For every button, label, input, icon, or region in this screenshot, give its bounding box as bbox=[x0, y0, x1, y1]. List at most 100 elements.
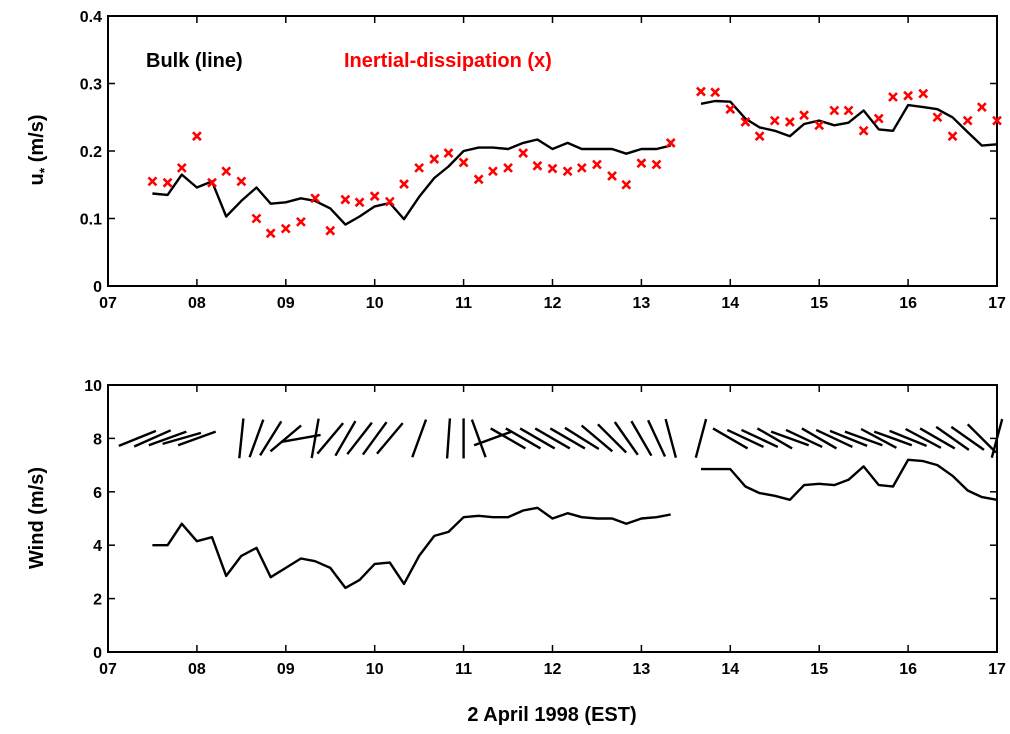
wind-direction-stick bbox=[148, 430, 187, 447]
wind-direction-stick bbox=[935, 425, 970, 451]
wind-direction-stick bbox=[162, 431, 202, 446]
x-marker bbox=[207, 177, 217, 188]
wind-direction-stick bbox=[411, 419, 428, 458]
x-marker bbox=[473, 174, 484, 185]
series-line-segment bbox=[701, 458, 998, 501]
wind-direction-stick bbox=[756, 427, 793, 450]
x-tick-label: 17 bbox=[988, 295, 1006, 312]
x-marker bbox=[976, 102, 987, 113]
x-tick-label: 14 bbox=[721, 295, 739, 312]
legend-bulk: Bulk (line) bbox=[146, 50, 243, 72]
x-tick-label: 07 bbox=[99, 661, 117, 678]
wind-direction-stick bbox=[346, 421, 373, 455]
wind-direction-stick bbox=[712, 427, 749, 450]
top-x-tick-labels: 07 08 09 10 11 12 13 14 15 16 17 bbox=[99, 295, 1006, 312]
x-marker bbox=[607, 171, 617, 181]
x-tick-label: 10 bbox=[366, 661, 384, 678]
x-marker bbox=[340, 194, 351, 205]
wind-direction-stick bbox=[269, 424, 302, 453]
x-marker bbox=[636, 158, 647, 169]
legend-inertial-dissipation: Inertial-dissipation (x) bbox=[344, 50, 552, 72]
x-tick-label: 09 bbox=[277, 661, 295, 678]
x-tick-label: 13 bbox=[633, 661, 651, 678]
wind-direction-stick bbox=[473, 430, 513, 447]
wind-direction-stick bbox=[310, 418, 320, 459]
wind-direction-stick bbox=[844, 430, 883, 447]
x-marker bbox=[621, 179, 632, 190]
wind-direction-stick bbox=[238, 418, 245, 459]
bottom-x-tick-labels: 07 08 09 10 11 12 13 14 15 16 17 bbox=[99, 661, 1006, 678]
x-marker bbox=[458, 157, 469, 168]
top-bulk-line bbox=[152, 99, 998, 226]
x-marker bbox=[518, 148, 529, 158]
wind-direction-stick bbox=[889, 429, 928, 448]
x-marker bbox=[488, 166, 498, 177]
x-tick-label: 08 bbox=[188, 295, 206, 312]
wind-direction-stick bbox=[519, 427, 556, 450]
x-marker bbox=[295, 216, 306, 227]
x-tick-label: 15 bbox=[810, 295, 828, 312]
x-tick-label: 12 bbox=[544, 661, 562, 678]
y-tick-label: 0 bbox=[93, 645, 102, 662]
x-marker bbox=[191, 131, 202, 142]
x-marker bbox=[873, 113, 884, 124]
x-marker bbox=[918, 88, 929, 99]
bottom-y-axis-title: Wind (m/s) bbox=[26, 467, 48, 569]
wind-direction-stick bbox=[966, 423, 997, 454]
x-marker bbox=[932, 112, 943, 123]
wind-direction-stick bbox=[470, 419, 487, 458]
wind-direction-stick bbox=[177, 430, 217, 447]
wind-direction-stick bbox=[376, 422, 404, 455]
x-tick-label: 09 bbox=[277, 295, 295, 312]
x-marker bbox=[147, 176, 158, 187]
x-tick-label: 10 bbox=[366, 295, 384, 312]
wind-direction-stick bbox=[133, 429, 172, 448]
wind-direction-stick bbox=[647, 419, 667, 458]
x-marker bbox=[843, 105, 854, 116]
wind-direction-stick bbox=[248, 419, 265, 458]
wind-direction-stick bbox=[990, 418, 1004, 459]
x-marker bbox=[176, 162, 187, 173]
x-marker bbox=[221, 166, 232, 177]
y-tick-label: 4 bbox=[93, 538, 102, 555]
top-y-axis-title: u* (m/s) bbox=[26, 114, 52, 185]
x-marker bbox=[325, 225, 336, 236]
y-tick-label: 0 bbox=[93, 279, 102, 296]
y-tick-label: 6 bbox=[93, 485, 102, 502]
wind-direction-stick bbox=[905, 427, 942, 449]
wind-direction-stick bbox=[259, 420, 283, 457]
x-marker bbox=[369, 191, 380, 202]
wind-direction-stick bbox=[316, 422, 345, 455]
wind-direction-stick bbox=[280, 433, 321, 444]
x-marker bbox=[888, 92, 898, 102]
wind-direction-stick bbox=[118, 429, 157, 448]
x-tick-label: 12 bbox=[544, 295, 562, 312]
x-marker bbox=[725, 104, 736, 115]
x-marker bbox=[992, 115, 1002, 126]
x-marker bbox=[429, 154, 440, 165]
x-marker bbox=[236, 176, 247, 187]
x-marker bbox=[280, 223, 291, 234]
x-marker bbox=[443, 148, 454, 158]
x-marker bbox=[814, 120, 825, 131]
bottom-axis-ticks bbox=[107, 384, 998, 653]
x-marker bbox=[399, 179, 409, 189]
x-marker bbox=[503, 162, 513, 173]
x-tick-label: 16 bbox=[899, 661, 917, 678]
x-marker bbox=[947, 131, 958, 142]
x-marker bbox=[962, 115, 973, 126]
top-axis-ticks bbox=[107, 15, 998, 287]
wind-direction-stick bbox=[505, 427, 542, 450]
x-marker bbox=[532, 160, 543, 171]
x-marker bbox=[858, 125, 869, 136]
wind-direction-stick bbox=[919, 427, 956, 450]
top-panel: 07 08 09 10 11 12 13 14 15 16 17 0 0.1 0.2 0.3 0.4 Bul… bbox=[26, 9, 1006, 312]
x-marker bbox=[710, 87, 721, 98]
top-inertial-dissipation-markers bbox=[147, 86, 1002, 239]
x-tick-label: 07 bbox=[99, 295, 117, 312]
x-marker bbox=[265, 228, 276, 239]
wind-direction-stick bbox=[726, 428, 765, 448]
x-tick-label: 17 bbox=[988, 661, 1006, 678]
x-tick-label: 08 bbox=[188, 661, 206, 678]
wind-direction-stick bbox=[664, 418, 678, 459]
